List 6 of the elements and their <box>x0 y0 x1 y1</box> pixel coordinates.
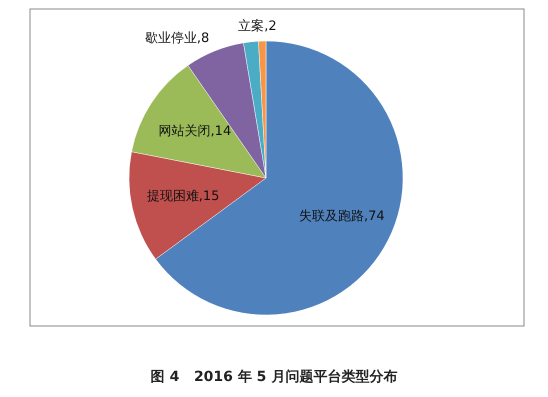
slice-label: 提现困难,15 <box>146 189 220 204</box>
slice-label: 失联及跑路,74 <box>298 208 385 224</box>
text: 图 4 2016 年 5 月问题平台类型分布 <box>150 369 398 385</box>
slice-label: 歇业停业,8 <box>144 30 210 46</box>
slice-label: 立案,2 <box>238 18 277 34</box>
slice-label: 网站关闭,14 <box>158 124 232 140</box>
